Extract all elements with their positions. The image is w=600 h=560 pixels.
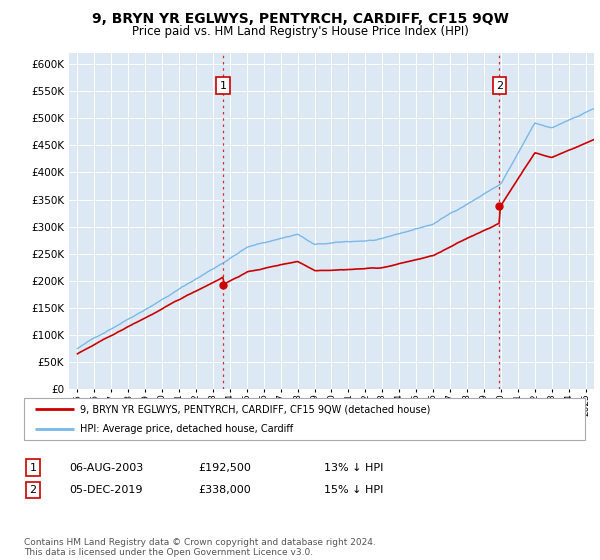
Text: 1: 1 — [220, 81, 227, 91]
Text: £338,000: £338,000 — [198, 485, 251, 495]
Text: HPI: Average price, detached house, Cardiff: HPI: Average price, detached house, Card… — [80, 424, 293, 434]
Text: 1: 1 — [29, 463, 37, 473]
Text: 05-DEC-2019: 05-DEC-2019 — [69, 485, 143, 495]
FancyBboxPatch shape — [24, 398, 585, 440]
Text: 2: 2 — [29, 485, 37, 495]
Text: £192,500: £192,500 — [198, 463, 251, 473]
Text: Contains HM Land Registry data © Crown copyright and database right 2024.
This d: Contains HM Land Registry data © Crown c… — [24, 538, 376, 557]
Text: 15% ↓ HPI: 15% ↓ HPI — [324, 485, 383, 495]
Text: 13% ↓ HPI: 13% ↓ HPI — [324, 463, 383, 473]
Text: 9, BRYN YR EGLWYS, PENTYRCH, CARDIFF, CF15 9QW: 9, BRYN YR EGLWYS, PENTYRCH, CARDIFF, CF… — [92, 12, 508, 26]
Text: 2: 2 — [496, 81, 503, 91]
Text: 9, BRYN YR EGLWYS, PENTYRCH, CARDIFF, CF15 9QW (detached house): 9, BRYN YR EGLWYS, PENTYRCH, CARDIFF, CF… — [80, 404, 430, 414]
Text: Price paid vs. HM Land Registry's House Price Index (HPI): Price paid vs. HM Land Registry's House … — [131, 25, 469, 38]
Text: 06-AUG-2003: 06-AUG-2003 — [69, 463, 143, 473]
